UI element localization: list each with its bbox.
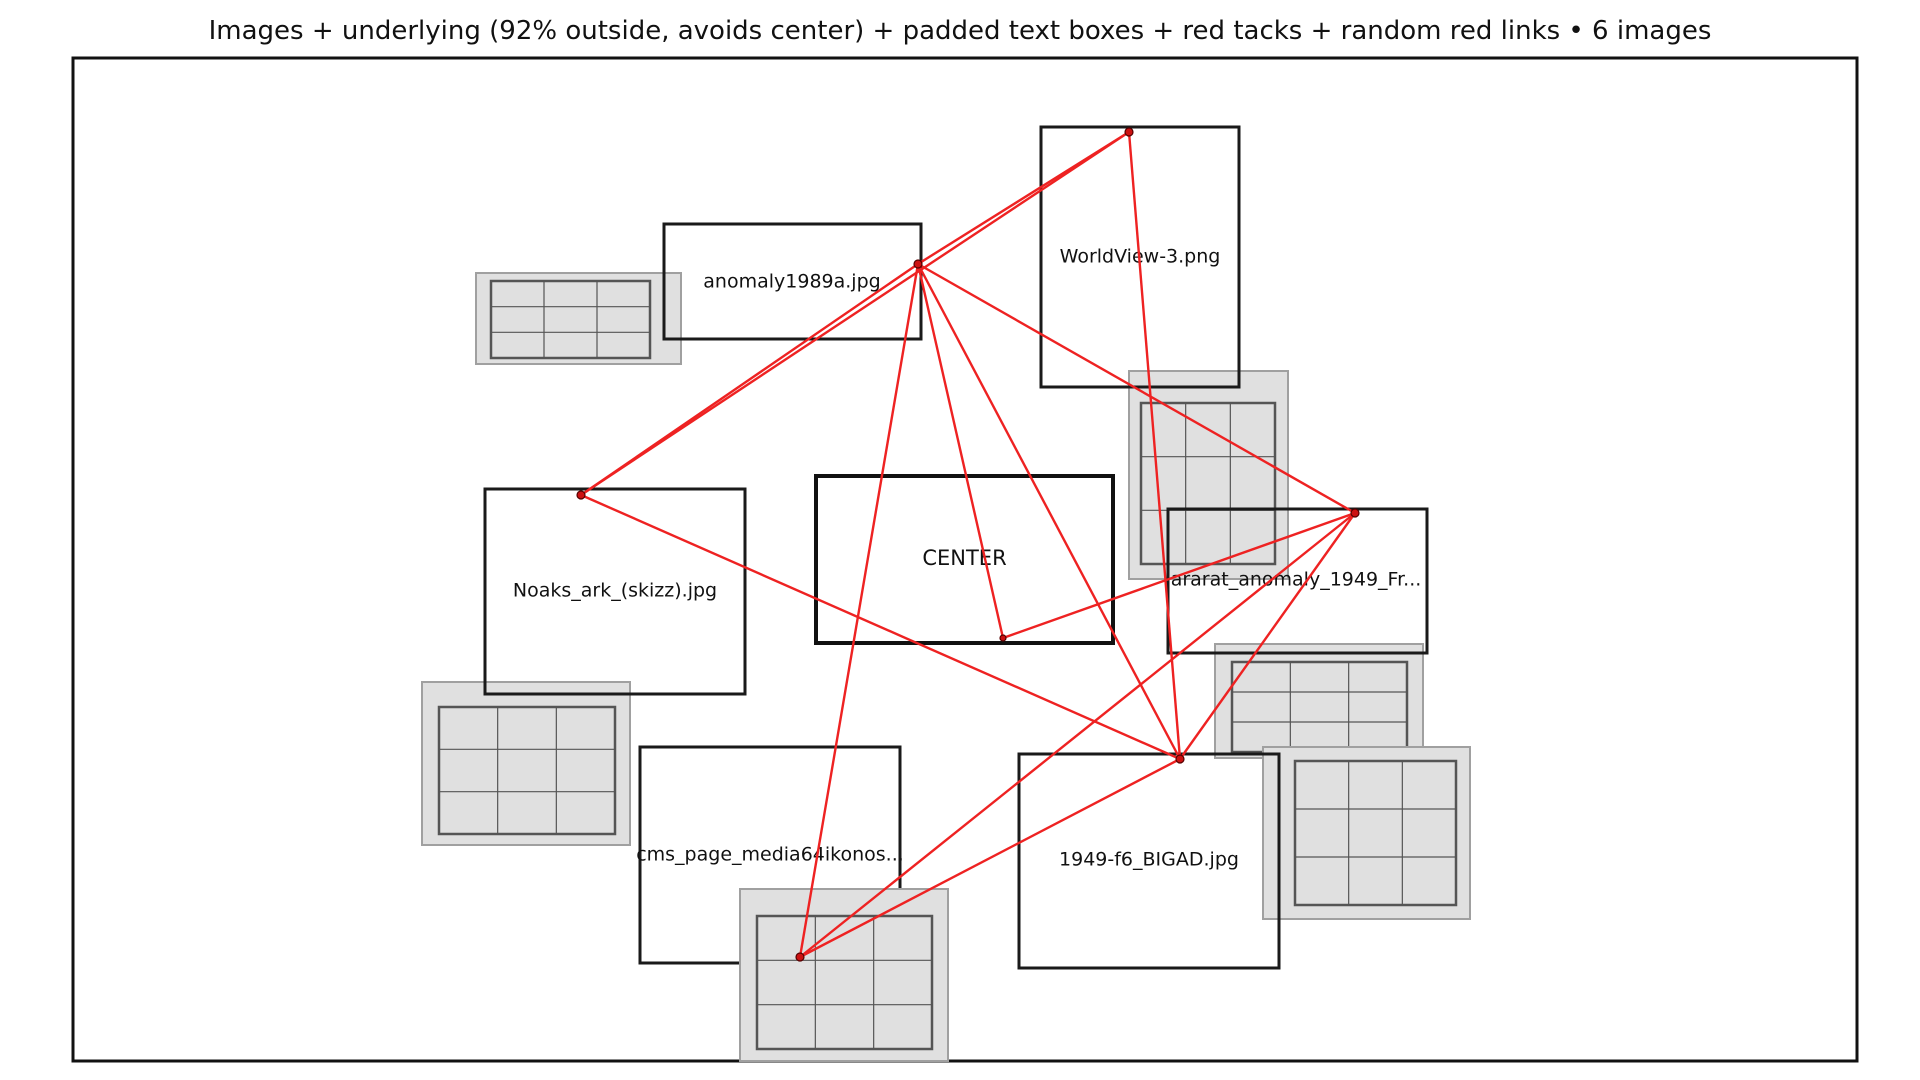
red-link-worldview3-bigad: [1127, 131, 1182, 760]
red-tack-noaks-ark[interactable]: [576, 490, 586, 500]
link-layer: [580, 130, 1356, 959]
red-link-anomaly1989a-cms-page-media: [798, 263, 920, 958]
image-placeholder-icon: [437, 705, 617, 836]
image-box-label: ararat_anomaly_1949_Fr...: [1171, 569, 1422, 591]
red-tack-worldview3[interactable]: [1124, 127, 1134, 137]
thumbnail-backing: [475, 272, 682, 365]
image-placeholder-icon: [489, 279, 652, 360]
image-box-anomaly1989a[interactable]: anomaly1989a.jpg: [662, 222, 923, 341]
image-box-label: Noaks_ark_(skizz).jpg: [513, 580, 717, 602]
red-tack-center[interactable]: [999, 634, 1007, 642]
thumbnail-layer-overlap: [1214, 643, 1471, 920]
red-tack-bigad[interactable]: [1175, 754, 1185, 764]
thumbnail-5: [1262, 746, 1471, 920]
thumbnail-6: [739, 888, 949, 1062]
thumbnail-1: [475, 272, 682, 365]
thumbnail-layer: [421, 272, 1289, 846]
thumbnail-layer-top: [739, 888, 949, 1062]
red-link-ararat-anomaly-cms-page-media: [799, 512, 1356, 958]
tack-layer: [576, 127, 1360, 962]
red-link-ararat-anomaly-center: [1002, 511, 1356, 640]
image-box-frame: [1039, 125, 1241, 389]
red-tack-ararat-anomaly[interactable]: [1350, 508, 1360, 518]
thumbnail-3: [421, 681, 631, 846]
thumbnail-backing: [421, 681, 631, 846]
red-link-anomaly1989a-center: [916, 263, 1005, 639]
image-box-bigad[interactable]: 1949-f6_BIGAD.jpg: [1017, 752, 1281, 970]
image-placeholder-icon: [1293, 759, 1458, 907]
image-box-frame: [1017, 752, 1281, 970]
image-box-frame: [483, 487, 747, 696]
image-box-frame: [1166, 507, 1429, 655]
image-box-label: 1949-f6_BIGAD.jpg: [1059, 849, 1239, 871]
red-tack-anomaly1989a[interactable]: [913, 259, 923, 269]
red-link-ararat-anomaly-bigad: [1179, 512, 1356, 760]
page-title: Images + underlying (92% outside, avoids…: [208, 16, 1712, 46]
image-box-noaks-ark[interactable]: Noaks_ark_(skizz).jpg: [483, 487, 747, 696]
center-box-label: CENTER: [922, 546, 1006, 570]
center-box-frame: [814, 474, 1115, 645]
thumbnail-backing: [1262, 746, 1471, 920]
image-box-ararat-anomaly[interactable]: ararat_anomaly_1949_Fr...: [1166, 507, 1429, 655]
image-box-label: anomaly1989a.jpg: [703, 271, 880, 293]
thumbnail-2: [1128, 370, 1289, 580]
image-placeholder-icon: [755, 914, 934, 1051]
red-link-noaks-ark-bigad: [580, 493, 1181, 761]
red-link-worldview3-noaks-ark: [580, 130, 1130, 497]
red-link-bigad-cms-page-media: [799, 757, 1181, 959]
red-tack-cms-page-media[interactable]: [795, 952, 805, 962]
diagram-frame: [71, 56, 1859, 1063]
center-box: CENTER: [814, 474, 1115, 645]
red-link-anomaly1989a-ararat-anomaly: [917, 262, 1356, 515]
image-box-label: cms_page_media64ikonos...: [636, 844, 904, 866]
thumbnail-4: [1214, 643, 1424, 759]
red-link-anomaly1989a-bigad: [916, 263, 1182, 760]
thumbnail-backing: [739, 888, 949, 1062]
